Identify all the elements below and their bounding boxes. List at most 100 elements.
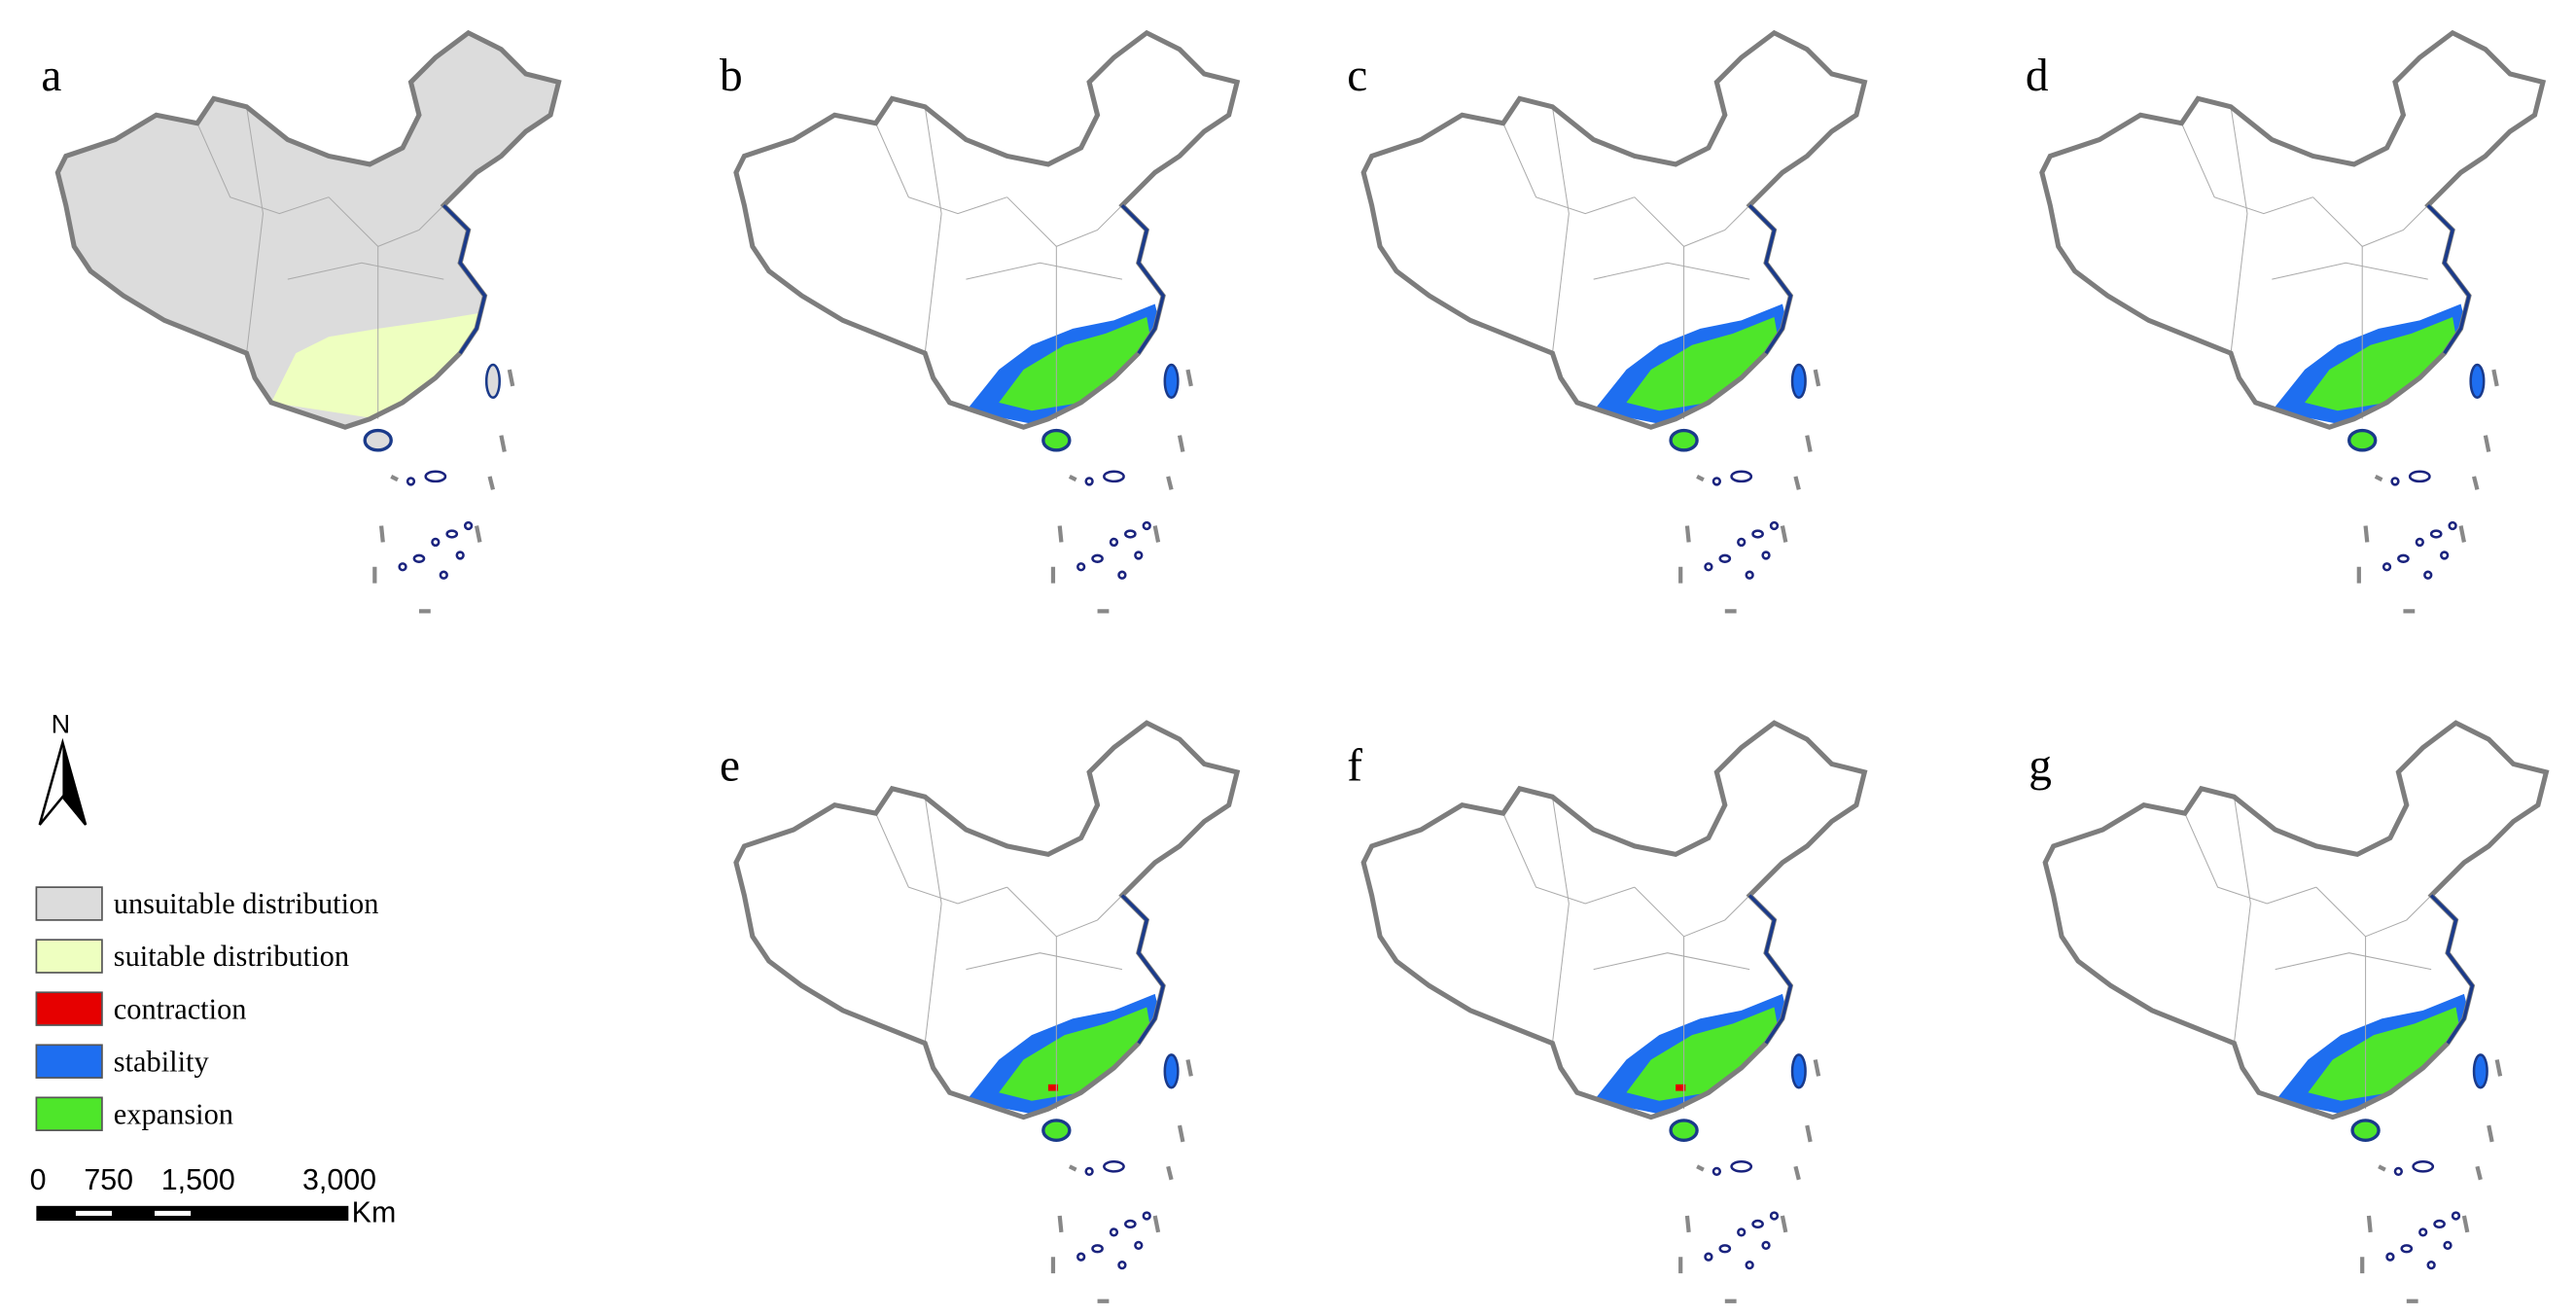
nine-dash-line xyxy=(2356,369,2499,614)
scale-segment xyxy=(154,1210,192,1216)
island xyxy=(2397,553,2410,563)
coastline xyxy=(1747,894,1793,1045)
map-panel: c xyxy=(1347,33,1864,614)
distribution-layer xyxy=(2272,303,2469,424)
island xyxy=(1769,520,1780,531)
contraction-area xyxy=(1676,1084,1686,1091)
province-line xyxy=(2315,886,2432,938)
hainan xyxy=(1669,428,1699,452)
island xyxy=(439,570,448,580)
distribution-layer xyxy=(966,303,1164,424)
legend-label: expansion xyxy=(114,1097,233,1130)
distribution-layer xyxy=(1593,303,1791,424)
country-fill xyxy=(2041,32,2544,428)
nine-dash-line xyxy=(372,369,515,614)
hainan xyxy=(1041,1119,1072,1142)
province-line xyxy=(2312,196,2429,247)
province-line xyxy=(1634,886,1750,938)
nine-dash-line xyxy=(1678,369,1821,614)
country-fill xyxy=(1363,723,1865,1118)
island xyxy=(2382,562,2392,572)
island xyxy=(1711,1166,1722,1177)
hainan xyxy=(2350,1119,2381,1142)
island xyxy=(2451,1211,2461,1221)
island xyxy=(1745,1260,1754,1270)
hainan xyxy=(363,428,393,452)
island xyxy=(1084,1166,1094,1177)
island xyxy=(1076,1252,1086,1262)
taiwan xyxy=(1163,363,1180,400)
province-line xyxy=(246,106,264,354)
island xyxy=(398,562,407,572)
island xyxy=(1103,470,1125,483)
island xyxy=(2426,1260,2436,1270)
island xyxy=(1751,1219,1764,1229)
island xyxy=(1730,470,1753,483)
panel-label: g xyxy=(2029,740,2052,791)
province-line xyxy=(1593,952,1750,971)
island xyxy=(1084,477,1094,486)
island xyxy=(1718,1244,1732,1254)
island xyxy=(1704,1252,1713,1262)
province-line xyxy=(924,106,942,354)
island xyxy=(1076,562,1086,572)
island xyxy=(2433,1219,2446,1229)
coastline xyxy=(2429,894,2475,1045)
island xyxy=(1134,551,1144,560)
island xyxy=(2385,1252,2395,1262)
scale-segment xyxy=(75,1210,113,1216)
island xyxy=(2448,520,2457,531)
scale-label: 0 xyxy=(30,1163,47,1196)
nine-dash-line xyxy=(2360,1059,2503,1303)
map-panel: e xyxy=(720,723,1238,1303)
legend-label: stability xyxy=(114,1045,210,1078)
province-line xyxy=(2180,123,2313,215)
province-line xyxy=(2184,812,2317,905)
distribution-layer xyxy=(1593,993,1791,1115)
map-panel: d xyxy=(2026,32,2544,614)
island xyxy=(1109,537,1119,548)
taiwan xyxy=(484,363,501,400)
coastline xyxy=(1120,894,1165,1045)
island xyxy=(412,553,426,563)
expansion-area xyxy=(999,1007,1152,1101)
scale-unit: Km xyxy=(352,1196,397,1229)
island xyxy=(406,477,416,486)
scale-bar xyxy=(36,1205,349,1222)
north-arrow-fill xyxy=(62,742,87,825)
hainan xyxy=(2347,428,2378,452)
legend-swatch xyxy=(35,1096,103,1131)
island xyxy=(1704,562,1713,572)
island xyxy=(2400,1244,2414,1254)
coastline xyxy=(2426,203,2471,355)
legend-swatch xyxy=(35,1044,103,1079)
taiwan xyxy=(1790,1053,1807,1089)
island xyxy=(1718,553,1732,563)
scale-label: 3,000 xyxy=(302,1163,376,1196)
island xyxy=(1091,1244,1104,1254)
distribution-layer xyxy=(2275,993,2473,1115)
expansion-area xyxy=(2308,1007,2461,1101)
island xyxy=(2423,570,2433,580)
hainan xyxy=(1669,1119,1699,1142)
island xyxy=(1117,570,1127,580)
island xyxy=(2440,551,2450,560)
province-line xyxy=(328,196,444,247)
island xyxy=(2443,1240,2452,1251)
country-fill xyxy=(735,723,1238,1118)
province-line xyxy=(1006,196,1123,247)
province-line xyxy=(2272,262,2428,280)
province-line xyxy=(2275,952,2432,971)
province-line xyxy=(196,123,330,215)
province-line xyxy=(2233,797,2251,1044)
scale-label: 750 xyxy=(84,1163,133,1196)
contraction-area xyxy=(1047,1084,1059,1091)
province-line xyxy=(1551,106,1570,354)
island xyxy=(1769,1211,1780,1221)
coastline xyxy=(442,203,487,355)
panel-label: c xyxy=(1347,51,1367,101)
province-line xyxy=(1593,262,1750,280)
island xyxy=(1124,1219,1137,1229)
